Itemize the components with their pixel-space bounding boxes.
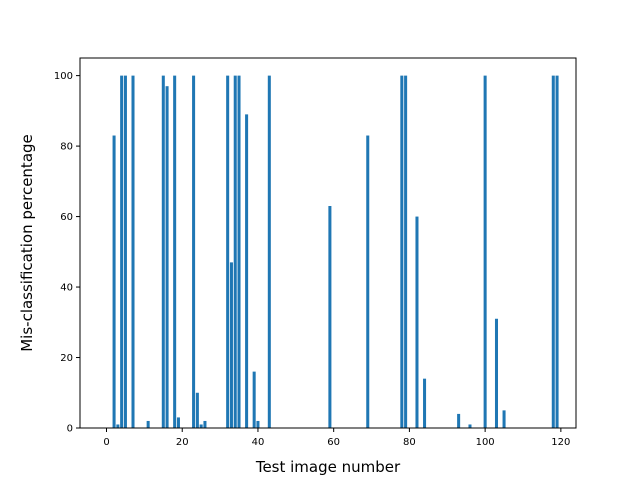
bar [131,75,135,428]
y-tick-label: 80 [60,142,73,153]
bar [404,75,408,428]
bar [120,75,124,428]
bar [229,262,233,428]
bar [195,392,199,428]
bar [400,75,404,428]
bar [165,86,169,428]
bar [366,135,370,428]
bar [123,75,127,428]
y-tick-label: 60 [60,212,73,223]
y-axis-label: Mis-classification percentage [18,134,36,352]
x-tick-label: 100 [476,437,495,448]
x-axis-label: Test image number [255,458,401,476]
x-tick-label: 120 [551,437,570,448]
bar [551,75,555,428]
bar [457,413,461,428]
bar [237,75,241,428]
bar [112,135,116,428]
y-tick-label: 40 [60,283,73,294]
y-axis: 0 20 40 60 80 100 [54,71,80,435]
bar [226,75,230,428]
bar [502,410,506,428]
bar [468,424,472,428]
bar [245,114,249,428]
bar [423,378,427,428]
x-tick-label: 60 [327,437,340,448]
bar [256,420,260,428]
bar [203,420,207,428]
bar [483,75,487,428]
bar [199,424,203,428]
bar [555,75,559,428]
y-tick-label: 20 [60,353,73,364]
bar [415,216,419,428]
x-tick-label: 40 [252,437,265,448]
plot-frame [79,57,577,429]
y-tick-label: 0 [67,424,73,435]
x-tick-label: 80 [403,437,416,448]
bars-group [112,75,559,428]
x-tick-label: 20 [176,437,189,448]
bar [192,75,196,428]
bar [146,420,150,428]
bar [267,75,271,428]
bar [116,424,120,428]
bar [494,318,499,428]
bar [161,75,165,428]
bar [233,75,237,428]
bar [252,371,256,428]
x-axis: 0 20 40 60 80 100 120 [103,428,570,448]
y-tick-label: 100 [54,71,73,82]
bar [176,417,180,428]
x-tick-label: 0 [103,437,109,448]
bar [328,206,332,428]
bar [173,75,177,428]
